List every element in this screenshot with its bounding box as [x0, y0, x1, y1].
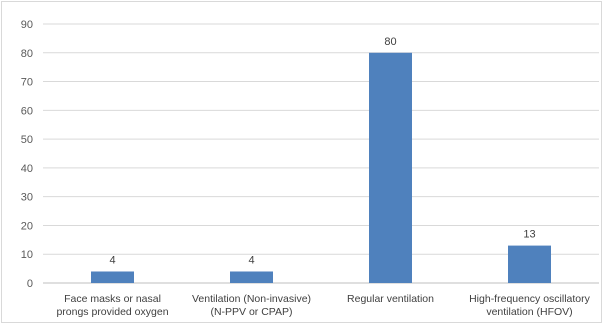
data-label: 4 — [248, 254, 254, 266]
bar — [230, 271, 273, 283]
y-tick-label: 0 — [27, 278, 33, 290]
category-label: prongs provided oxygen — [56, 306, 168, 318]
y-tick-label: 90 — [21, 19, 33, 31]
data-label: 80 — [384, 36, 396, 48]
y-tick-label: 30 — [21, 192, 33, 204]
category-label: ventilation (HFOV) — [486, 306, 572, 318]
category-label: High-frequency oscillatory — [469, 293, 591, 305]
y-tick-label: 60 — [21, 105, 33, 117]
y-tick-label: 40 — [21, 163, 33, 175]
bar — [91, 271, 134, 283]
y-tick-label: 70 — [21, 77, 33, 89]
y-tick-label: 50 — [21, 134, 33, 146]
data-label: 13 — [523, 229, 535, 241]
y-tick-label: 80 — [21, 48, 33, 60]
y-tick-label: 10 — [21, 249, 33, 261]
category-label: Face masks or nasal — [64, 293, 161, 305]
category-label: (N-PPV or CPAP) — [210, 306, 292, 318]
bar — [508, 245, 551, 283]
bar — [369, 52, 412, 284]
category-label: Regular ventilation — [347, 293, 434, 305]
y-tick-label: 20 — [21, 220, 33, 232]
data-label: 4 — [109, 254, 115, 266]
category-label: Ventilation (Non-invasive) — [192, 293, 311, 305]
